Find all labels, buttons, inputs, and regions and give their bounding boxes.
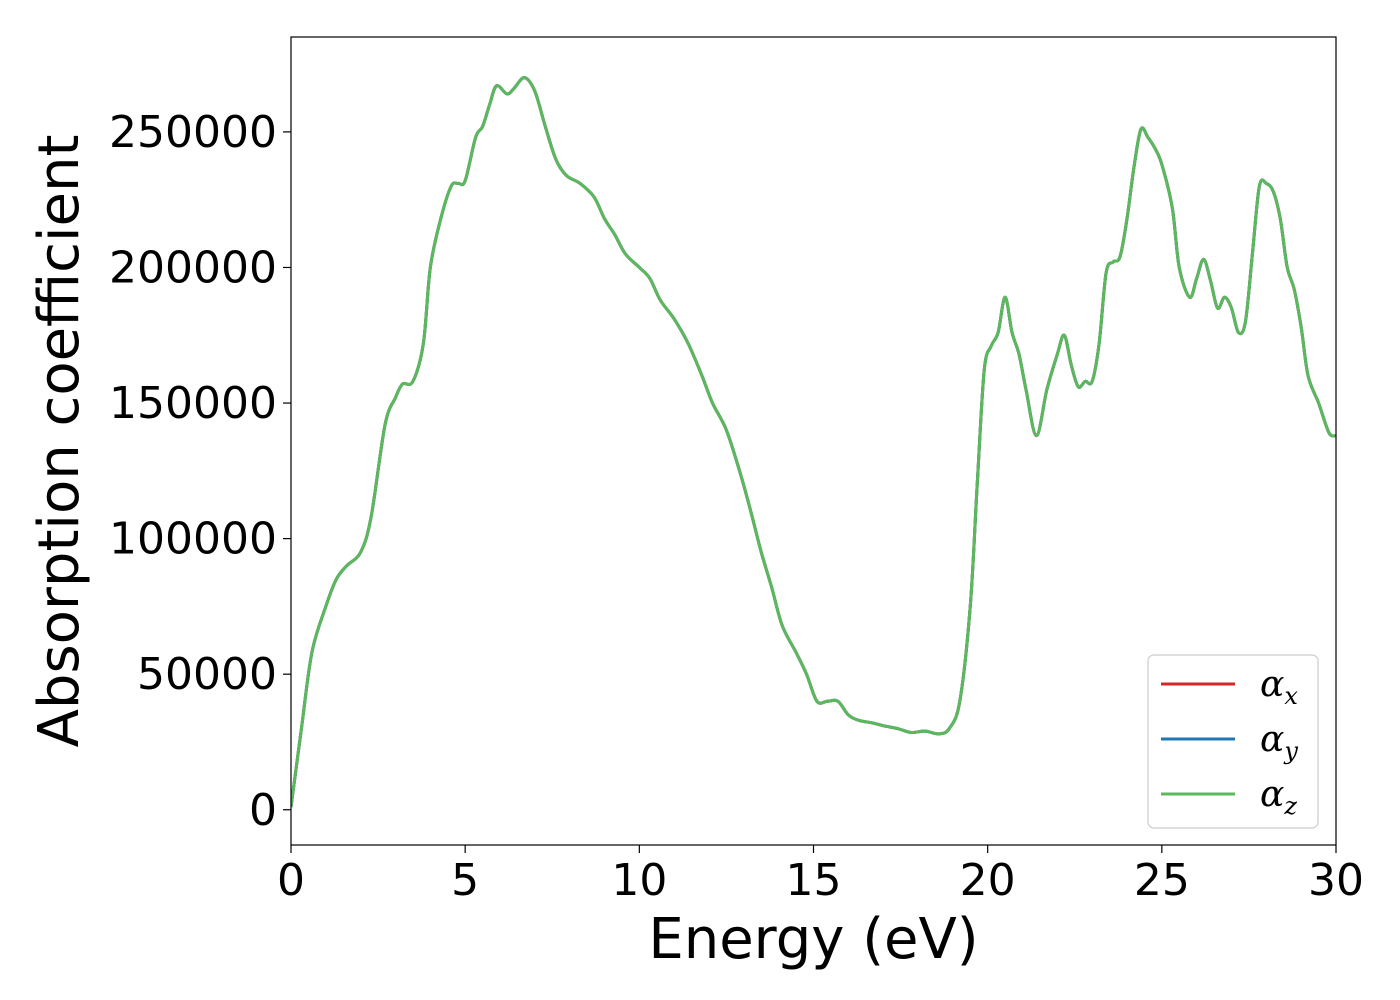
legend-subscript: z	[1283, 792, 1297, 820]
legend-symbol: α	[1260, 719, 1284, 760]
x-tick-label: 5	[451, 855, 479, 906]
legend-subscript: y	[1283, 737, 1298, 765]
series-line-z	[291, 76, 1336, 808]
x-axis: 0 5 10 15 20 25 30	[277, 845, 1364, 906]
legend-box	[1147, 654, 1319, 829]
x-tick-label: 30	[1308, 855, 1364, 906]
plot-area	[291, 76, 1336, 808]
y-tick-label: 50000	[137, 649, 277, 700]
x-tick-label: 0	[277, 855, 305, 906]
x-tick-label: 25	[1134, 855, 1190, 906]
legend-label-x: αx	[1260, 664, 1298, 710]
x-tick-label: 15	[786, 855, 842, 906]
legend-label-z: αz	[1260, 774, 1297, 820]
x-axis-label: Energy (eV)	[648, 907, 978, 972]
y-tick-label: 100000	[109, 514, 277, 565]
x-tick-label: 10	[611, 855, 667, 906]
x-tick-label: 20	[960, 855, 1016, 906]
legend-label-y: αy	[1260, 719, 1298, 765]
legend-symbol: α	[1260, 664, 1284, 705]
y-tick-label: 150000	[109, 378, 277, 429]
y-tick-label: 0	[249, 785, 277, 836]
legend-symbol: α	[1260, 774, 1284, 815]
y-axis-label: Absorption coefficient	[27, 135, 92, 748]
y-tick-label: 200000	[109, 242, 277, 293]
y-tick-label: 250000	[109, 107, 277, 158]
y-axis: 0 50000 100000 150000 200000 250000	[109, 107, 291, 836]
legend-subscript: x	[1284, 682, 1298, 710]
